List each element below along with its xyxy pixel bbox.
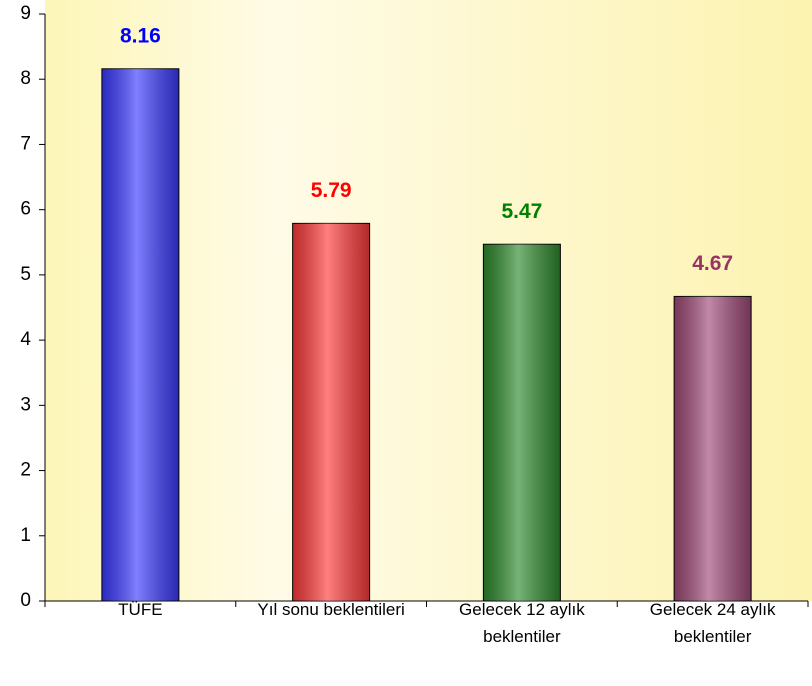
y-tick-label: 8: [20, 68, 31, 89]
y-tick-label: 5: [20, 264, 31, 285]
x-tick-label: TÜFE: [118, 600, 163, 619]
x-tick-label: Gelecek 12 aylık beklentiler: [459, 600, 585, 646]
x-tick-label: Gelecek 24 aylık beklentiler: [649, 600, 776, 646]
bar-shine: [483, 244, 561, 602]
x-tick-label: Yıl sonu beklentileri: [257, 600, 405, 619]
y-tick-label: 6: [20, 199, 31, 220]
y-tick-label: 0: [20, 590, 31, 611]
y-tick-label: 3: [20, 394, 31, 415]
bar-shine: [292, 223, 370, 601]
y-tick-label: 4: [20, 329, 31, 350]
value-label: 5.47: [501, 200, 542, 223]
value-label: 4.67: [692, 252, 733, 275]
value-label: 8.16: [120, 24, 161, 47]
y-tick-label: 1: [20, 525, 31, 546]
y-tick-label: 9: [20, 3, 31, 24]
bar-shine: [101, 68, 179, 601]
y-tick-label: 7: [20, 133, 31, 154]
bar-shine: [674, 296, 752, 601]
value-label: 5.79: [311, 179, 352, 202]
y-tick-label: 2: [20, 460, 31, 481]
